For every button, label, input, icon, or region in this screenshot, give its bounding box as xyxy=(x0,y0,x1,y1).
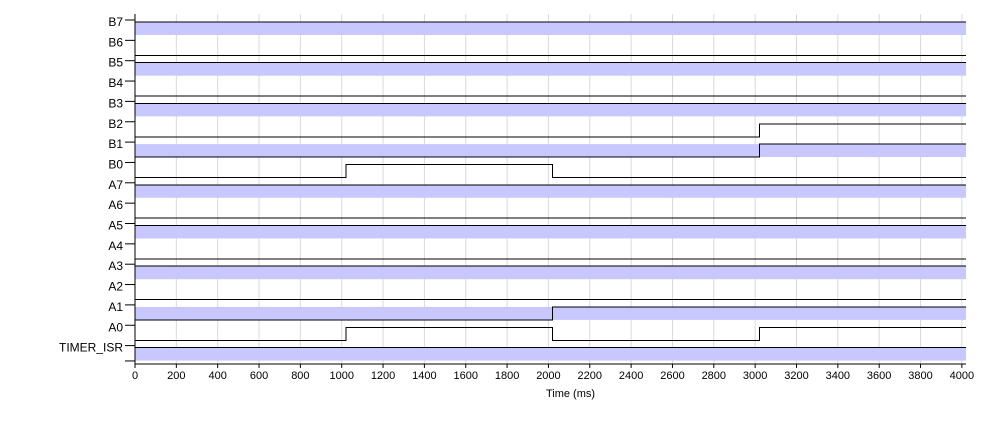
x-tick-label-3800: 3800 xyxy=(908,370,932,382)
signal-label-A6: A6 xyxy=(108,198,123,212)
trace-B1 xyxy=(135,143,966,158)
signal-label-A3: A3 xyxy=(108,259,123,273)
band-A1 xyxy=(135,306,966,320)
x-tick-label-3200: 3200 xyxy=(784,370,808,382)
x-tick-label-600: 600 xyxy=(250,370,268,382)
signal-label-TIMER_ISR: TIMER_ISR xyxy=(59,341,123,355)
axes: 0 200 400 600 800 1000 1200 1400 1600 1800 2000 220… xyxy=(125,14,974,382)
signal-label-B2: B2 xyxy=(108,117,123,131)
band-A7 xyxy=(135,184,966,198)
x-tick-label-0: 0 xyxy=(132,370,138,382)
x-tick-label-2800: 2800 xyxy=(702,370,726,382)
signal-label-A1: A1 xyxy=(108,300,123,314)
x-tick-label-1000: 1000 xyxy=(329,370,353,382)
signal-label-A7: A7 xyxy=(108,178,123,192)
signal-label-B3: B3 xyxy=(108,96,123,110)
band-A3 xyxy=(135,266,966,280)
signal-label-A4: A4 xyxy=(108,239,123,253)
band-B3 xyxy=(135,103,966,117)
signal-label-B4: B4 xyxy=(108,76,123,90)
x-tick-label-200: 200 xyxy=(167,370,185,382)
signal-label-B5: B5 xyxy=(108,56,123,70)
signal-label-A2: A2 xyxy=(108,280,123,294)
signal-bands xyxy=(135,22,966,361)
x-tick-label-4000: 4000 xyxy=(950,370,974,382)
band-B5 xyxy=(135,62,966,76)
x-tick-label-2600: 2600 xyxy=(660,370,684,382)
trace-B2 xyxy=(135,123,966,138)
x-tick-label-2200: 2200 xyxy=(578,370,602,382)
band-A5 xyxy=(135,225,966,239)
band-TIMER_ISR xyxy=(135,347,966,361)
x-tick-label-3400: 3400 xyxy=(826,370,850,382)
x-axis-title: Time (ms) xyxy=(546,388,595,400)
signal-labels: B7 B6 B5 B4 B3 B2 B1 B0 A7 A6 A5 A4 A3 A2 A1 A0 TIMER_IS… xyxy=(59,15,123,355)
x-tick-label-3600: 3600 xyxy=(867,370,891,382)
signal-label-A0: A0 xyxy=(108,320,123,334)
x-tick-label-1200: 1200 xyxy=(371,370,395,382)
trace-A1 xyxy=(135,306,966,321)
band-B7 xyxy=(135,22,966,35)
signal-traces xyxy=(135,21,966,349)
trace-B0 xyxy=(135,163,966,178)
x-tick-label-2400: 2400 xyxy=(619,370,643,382)
x-tick-label-1600: 1600 xyxy=(454,370,478,382)
x-tick-label-800: 800 xyxy=(291,370,309,382)
band-B1 xyxy=(135,144,966,158)
x-tick-label-400: 400 xyxy=(209,370,227,382)
x-tick-label-3000: 3000 xyxy=(743,370,767,382)
x-tick-label-1800: 1800 xyxy=(495,370,519,382)
signal-label-A5: A5 xyxy=(108,219,123,233)
signal-label-B0: B0 xyxy=(108,157,123,171)
x-tick-label-1400: 1400 xyxy=(412,370,436,382)
x-tick-label-2000: 2000 xyxy=(536,370,560,382)
signal-label-B1: B1 xyxy=(108,137,123,151)
signal-label-B7: B7 xyxy=(108,15,123,29)
trace-A0 xyxy=(135,326,966,341)
signal-label-B6: B6 xyxy=(108,35,123,49)
